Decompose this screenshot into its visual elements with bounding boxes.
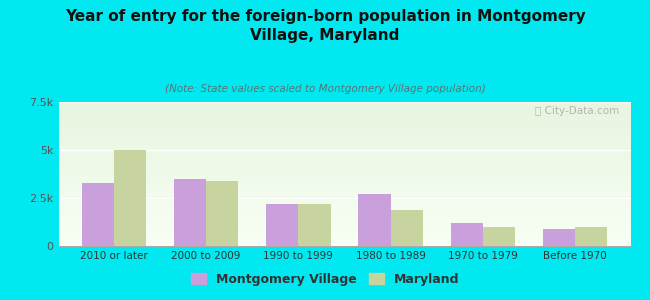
Bar <box>391 209 423 246</box>
Text: Year of entry for the foreign-born population in Montgomery
Village, Maryland: Year of entry for the foreign-born popul… <box>64 9 586 43</box>
Bar <box>358 194 391 246</box>
Text: (Note: State values scaled to Montgomery Village population): (Note: State values scaled to Montgomery… <box>164 84 486 94</box>
Bar <box>543 229 575 246</box>
Bar <box>298 204 331 246</box>
Bar <box>174 179 206 246</box>
Bar <box>114 150 146 246</box>
Bar <box>266 204 298 246</box>
Bar <box>81 183 114 246</box>
Bar <box>483 227 515 246</box>
Text: ⓘ City-Data.com: ⓘ City-Data.com <box>535 106 619 116</box>
Legend: Montgomery Village, Maryland: Montgomery Village, Maryland <box>186 268 464 291</box>
Bar <box>206 181 239 246</box>
Bar <box>575 227 608 246</box>
Bar <box>450 223 483 246</box>
